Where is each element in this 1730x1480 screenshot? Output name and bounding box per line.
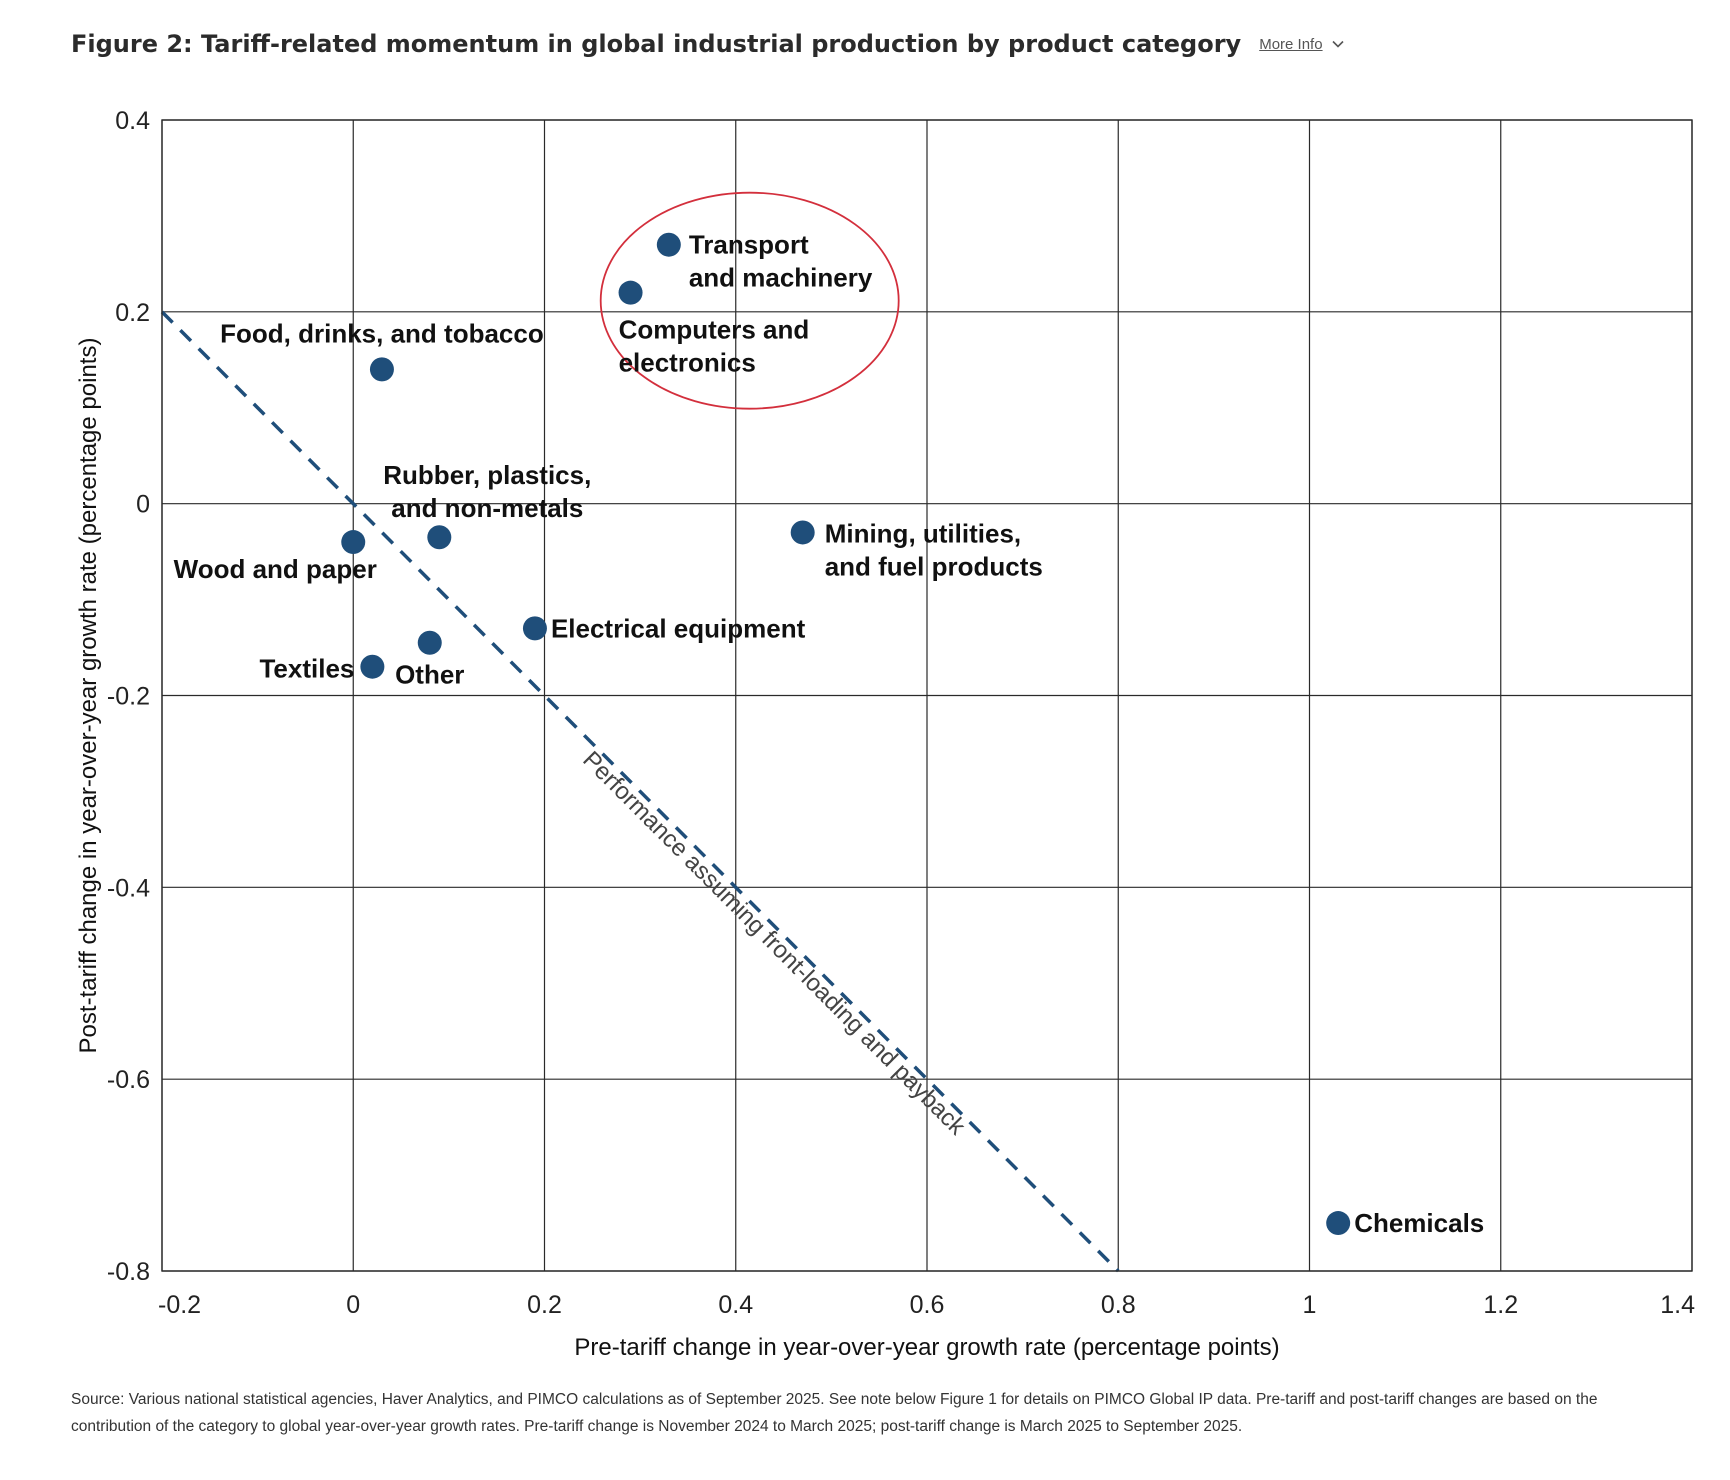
- data-point: [656, 232, 681, 257]
- y-axis-label: Post-tariff change in year-over-year gro…: [75, 338, 102, 1054]
- data-point: [1326, 1211, 1351, 1236]
- point-label: Mining, utilities, and fuel products: [825, 518, 1043, 581]
- point-label-line: Computers and: [619, 315, 810, 345]
- point-label-line: Wood and paper: [174, 554, 377, 584]
- x-tick-label: -0.2: [158, 1291, 201, 1319]
- y-tick-label: 0: [136, 491, 150, 519]
- point-label-line: Textiles: [259, 654, 354, 684]
- more-info-link[interactable]: More Info: [1259, 35, 1323, 53]
- point-label-line: electronics: [619, 348, 756, 378]
- reference-line-label: Performance assuming front-loading and p…: [577, 746, 971, 1141]
- point-label: Computers and electronics: [619, 315, 810, 378]
- point-label: Transport and machinery: [689, 230, 873, 293]
- reference-line: [160, 310, 1120, 1273]
- y-tick-label: -0.8: [107, 1258, 150, 1286]
- scatter-chart: -0.2 0 0.2 0.4 0.6 0.8 1 1.2 1.4 0.4 0.2 0 -0.2 -0.4 -…: [75, 107, 1695, 1361]
- figure-title: Figure 2: Tariff-related momentum in glo…: [71, 30, 1242, 58]
- point-label-line: Transport: [689, 230, 809, 260]
- x-axis-label: Pre-tariff change in year-over-year grow…: [574, 1334, 1279, 1361]
- data-point: [369, 357, 394, 382]
- point-label: Food, drinks, and tobacco: [220, 318, 544, 348]
- plot-frame: [161, 119, 1693, 1272]
- y-tick-label: 0.4: [115, 107, 150, 135]
- point-label-line: and non-metals: [391, 493, 583, 523]
- figure-header: Figure 2: Tariff-related momentum in glo…: [71, 30, 1345, 58]
- x-tick-label: 0.8: [1101, 1291, 1136, 1319]
- data-point: [522, 616, 547, 641]
- point-label-line: Other: [395, 660, 464, 690]
- data-point: [360, 654, 385, 679]
- x-tick-label: 1.4: [1660, 1291, 1695, 1319]
- data-point: [427, 525, 452, 550]
- x-tick-label: 1: [1303, 1291, 1317, 1319]
- point-label-line: and fuel products: [825, 551, 1043, 581]
- y-tick-label: -0.4: [107, 874, 150, 902]
- chevron-down-icon[interactable]: [1331, 37, 1345, 51]
- data-point: [341, 530, 366, 555]
- y-tick-label: 0.2: [115, 299, 150, 327]
- point-label-line: Chemicals: [1354, 1208, 1484, 1238]
- y-tick-label: -0.6: [107, 1066, 150, 1094]
- highlight-ellipse: [599, 191, 900, 410]
- point-label-line: Electrical equipment: [551, 613, 806, 643]
- point-label: Rubber, plastics, and non-metals: [383, 460, 591, 523]
- x-tick-label: 1.2: [1483, 1291, 1518, 1319]
- data-point: [618, 280, 643, 305]
- source-footnote: Source: Various national statistical age…: [71, 1391, 1598, 1435]
- x-tick-label: 0.2: [527, 1291, 562, 1319]
- point-label: Chemicals: [1354, 1208, 1484, 1238]
- more-info-toggle[interactable]: More Info: [1259, 36, 1344, 53]
- point-label: Other: [395, 660, 464, 690]
- point-label-line: and machinery: [689, 263, 873, 293]
- x-tick-label: 0.4: [718, 1291, 753, 1319]
- point-label-line: Mining, utilities,: [825, 518, 1021, 548]
- y-tick-label: -0.2: [107, 683, 150, 711]
- point-label: Textiles: [259, 654, 354, 684]
- point-label: Wood and paper: [174, 554, 377, 584]
- data-point: [417, 630, 442, 655]
- x-tick-label: 0: [346, 1291, 360, 1319]
- x-tick-label: 0.6: [910, 1291, 945, 1319]
- data-point: [790, 520, 815, 545]
- point-label-line: Food, drinks, and tobacco: [220, 318, 544, 348]
- point-label: Electrical equipment: [551, 613, 806, 643]
- point-label-line: Rubber, plastics,: [383, 460, 591, 490]
